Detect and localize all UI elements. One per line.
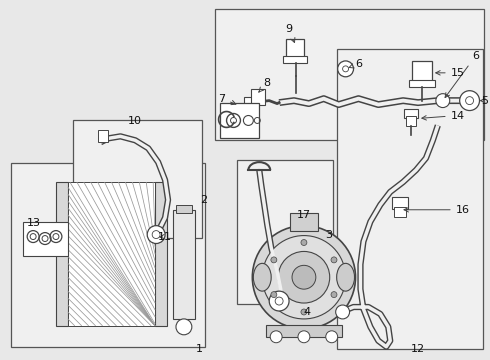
Bar xyxy=(394,207,406,217)
Bar xyxy=(176,205,192,213)
Bar xyxy=(409,80,435,87)
Bar xyxy=(11,163,205,347)
Circle shape xyxy=(301,239,307,246)
Bar xyxy=(286,39,304,59)
Text: 13: 13 xyxy=(27,218,41,228)
Bar xyxy=(337,49,484,349)
Bar xyxy=(406,117,416,126)
Bar xyxy=(238,160,333,304)
Text: 16: 16 xyxy=(404,205,469,215)
Circle shape xyxy=(252,226,356,329)
Bar xyxy=(251,89,265,105)
Bar xyxy=(290,213,318,231)
Text: 5: 5 xyxy=(481,96,488,105)
Bar xyxy=(23,222,68,256)
Bar xyxy=(155,182,167,326)
Circle shape xyxy=(147,226,165,243)
Bar xyxy=(215,9,485,140)
Circle shape xyxy=(292,265,316,289)
Text: 12: 12 xyxy=(411,344,425,354)
Bar xyxy=(245,96,256,111)
Text: 4: 4 xyxy=(303,307,311,317)
Circle shape xyxy=(331,257,337,263)
Circle shape xyxy=(270,331,282,343)
Bar xyxy=(266,325,342,337)
Text: 6: 6 xyxy=(349,59,362,69)
Circle shape xyxy=(271,257,277,263)
Circle shape xyxy=(301,309,307,315)
Bar xyxy=(404,109,418,118)
Circle shape xyxy=(275,297,283,305)
Bar xyxy=(173,210,195,319)
Text: 11: 11 xyxy=(158,231,172,242)
Circle shape xyxy=(298,331,310,343)
Circle shape xyxy=(326,331,338,343)
Circle shape xyxy=(262,235,345,319)
Ellipse shape xyxy=(253,264,271,291)
Bar xyxy=(98,130,107,142)
Circle shape xyxy=(331,292,337,298)
Circle shape xyxy=(278,251,330,303)
Text: 8: 8 xyxy=(259,78,271,92)
Text: 7: 7 xyxy=(218,94,236,105)
Circle shape xyxy=(466,96,473,105)
Text: 17: 17 xyxy=(297,210,311,220)
Text: 15: 15 xyxy=(436,68,465,78)
Text: 6: 6 xyxy=(445,51,479,98)
Text: 2: 2 xyxy=(200,195,207,205)
Text: 1: 1 xyxy=(196,344,203,354)
Circle shape xyxy=(460,91,480,111)
Bar xyxy=(412,61,432,83)
Circle shape xyxy=(176,319,192,335)
Bar xyxy=(392,197,408,209)
Bar xyxy=(68,182,155,326)
Circle shape xyxy=(343,66,348,72)
Circle shape xyxy=(152,231,160,239)
Circle shape xyxy=(338,61,353,77)
Text: 3: 3 xyxy=(325,230,332,240)
Text: 10: 10 xyxy=(128,116,142,126)
Circle shape xyxy=(436,94,450,108)
Circle shape xyxy=(271,292,277,298)
Bar xyxy=(56,182,68,326)
Circle shape xyxy=(336,305,349,319)
Bar xyxy=(283,56,307,63)
Ellipse shape xyxy=(337,264,355,291)
Bar xyxy=(73,121,202,238)
Text: 14: 14 xyxy=(422,111,465,121)
Circle shape xyxy=(269,291,289,311)
Text: 9: 9 xyxy=(286,24,295,42)
Bar xyxy=(220,103,259,138)
